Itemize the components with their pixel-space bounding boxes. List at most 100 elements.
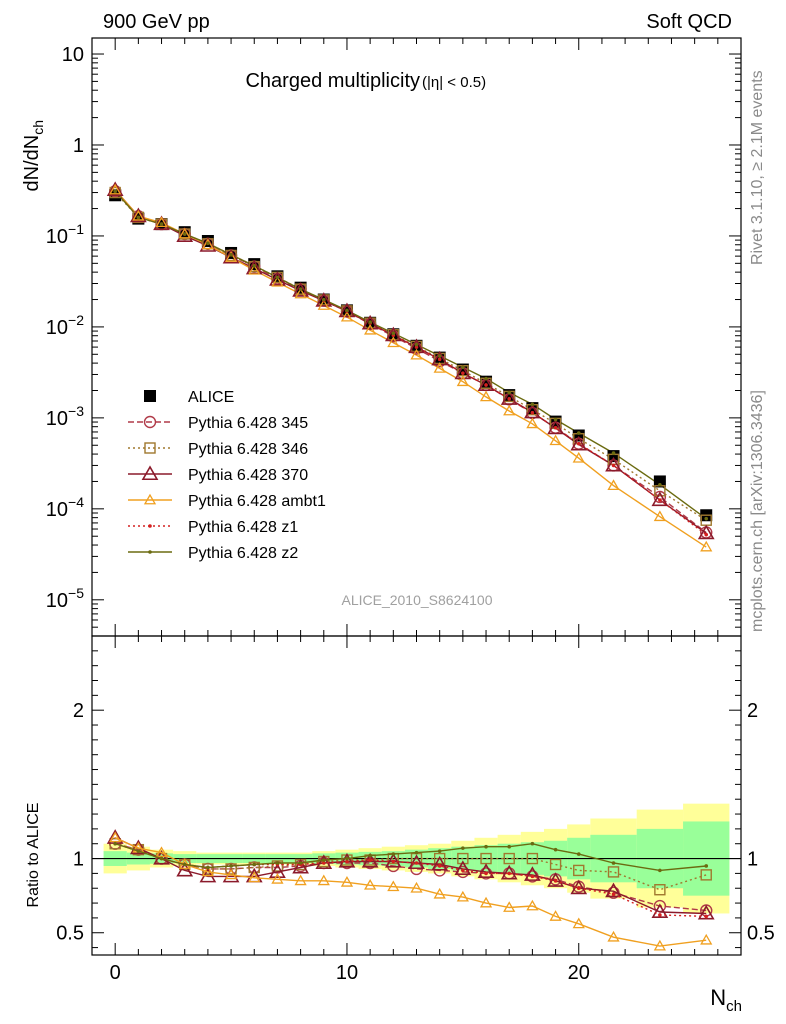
main-point-series-4-13 xyxy=(410,348,423,360)
legend-marker-1 xyxy=(143,415,157,429)
main-point-series-5-18 xyxy=(530,410,535,415)
ratio-point-series-3-14 xyxy=(433,887,446,899)
ratio-point-series-5-1 xyxy=(136,849,141,853)
main-point-series-5-21 xyxy=(611,463,616,468)
ratio-point-series-1-19 xyxy=(549,858,562,871)
ratio-point-series-1-4 xyxy=(202,863,214,875)
ratio-point-series-2-18 xyxy=(524,866,541,881)
main-y-tick-base: 10 xyxy=(46,226,68,248)
main-point-series-4-9 xyxy=(317,299,330,310)
ratio-point-series-3-19 xyxy=(549,910,562,921)
plot-title: Charged multiplicity xyxy=(245,70,420,92)
ratio-point-series-5-23 xyxy=(704,864,709,868)
ratio-point-series-5-3 xyxy=(182,862,187,867)
ratio-point-series-5-0 xyxy=(113,841,117,846)
ratio-point-series-2-23 xyxy=(697,904,715,920)
ratio-axes: 0.5 0.51 12 20 10 20 xyxy=(56,635,775,984)
main-point-series-0-21 xyxy=(607,450,620,463)
legend: ALICE Pythia 6.428 345 Pythia 6.428 346 Pyt… xyxy=(128,389,326,562)
main-point-series-4-14 xyxy=(433,362,446,373)
main-y-tick-label: 10 xyxy=(62,44,84,66)
ratio-point-series-4-14 xyxy=(437,864,442,868)
main-point-series-3-13 xyxy=(408,338,425,354)
ratio-y-tick-label-right: 0.5 xyxy=(747,923,775,945)
header-left: 900 GeV pp xyxy=(103,11,210,33)
main-point-series-4-3 xyxy=(178,227,191,239)
main-point-series-6-21 xyxy=(611,451,616,455)
ratio-y-tick-label: 0.5 xyxy=(56,923,84,945)
main-point-series-6-7 xyxy=(275,275,280,280)
main-point-series-3-22 xyxy=(651,491,669,507)
main-point-series-3-9 xyxy=(315,292,333,307)
main-point-series-4-4 xyxy=(201,238,215,250)
ratio-point-series-3-8 xyxy=(294,874,307,886)
ratio-point-series-3-16 xyxy=(479,896,493,908)
ratio-point-series-4-10 xyxy=(345,859,349,864)
ratio-point-series-2-12 xyxy=(384,852,402,868)
ratio-point-series-5-19 xyxy=(553,847,558,852)
main-point-series-4-23 xyxy=(700,540,713,552)
header-right: Soft QCD xyxy=(646,11,732,33)
main-point-series-6-4 xyxy=(206,241,210,246)
main-point-series-6-12 xyxy=(391,331,396,336)
ratio-panel: 0.5 0.51 12 20 10 20 Ratio to ALICE Nch xyxy=(25,635,775,1015)
main-point-series-5-17 xyxy=(507,397,512,401)
main-point-series-4-17 xyxy=(503,404,516,416)
main-point-series-4-16 xyxy=(479,390,493,402)
ratio-point-series-3-12 xyxy=(387,880,400,892)
main-y-tick-label: 1 xyxy=(73,135,84,157)
ratio-point-series-5-18 xyxy=(530,841,535,846)
ratio-point-series-4-13 xyxy=(414,861,419,865)
main-point-series-4-19 xyxy=(549,434,562,446)
main-point-series-3-21 xyxy=(605,456,622,472)
ratio-y-tick-label-right: 2 xyxy=(747,700,758,722)
main-point-series-4-21 xyxy=(607,479,620,491)
main-point-series-5-19 xyxy=(553,425,558,430)
legend-label-1: Pythia 6.428 345 xyxy=(188,415,308,432)
ratio-point-series-5-10 xyxy=(345,856,349,861)
main-point-series-3-23 xyxy=(697,524,715,540)
main-point-series-4-10 xyxy=(340,310,354,322)
ratio-point-series-5-21 xyxy=(611,861,616,865)
main-point-series-3-12 xyxy=(384,326,402,342)
ratio-point-series-5-5 xyxy=(229,864,233,868)
main-point-series-6-6 xyxy=(252,263,257,268)
analysis-watermark: ALICE_2010_S8624100 xyxy=(341,592,492,608)
main-point-series-3-11 xyxy=(361,314,379,330)
main-point-series-5-20 xyxy=(576,441,581,446)
ratio-point-series-1-20 xyxy=(573,864,585,877)
ratio-point-series-2-8 xyxy=(292,858,309,874)
ratio-point-series-3-5 xyxy=(224,868,238,880)
ratio-point-series-2-22 xyxy=(651,903,669,919)
ratio-point-series-2-3 xyxy=(176,861,194,877)
ratio-point-series-3-13 xyxy=(410,881,423,893)
main-point-series-4-1 xyxy=(132,209,145,221)
ratio-point-series-5-11 xyxy=(368,853,372,858)
ratio-point-series-5-17 xyxy=(507,844,512,849)
ratio-point-series-4-20 xyxy=(576,886,581,891)
legend-marker-6 xyxy=(148,550,152,554)
ratio-line-series-1 xyxy=(115,843,707,891)
main-point-series-6-15 xyxy=(461,365,465,370)
main-y-axis-label-sub: ch xyxy=(30,120,46,135)
main-point-series-5-15 xyxy=(461,371,465,375)
main-point-series-6-3 xyxy=(182,232,187,236)
ratio-line-series-0 xyxy=(115,843,707,912)
main-y-tick-exp: −3 xyxy=(68,403,84,419)
legend-marker-2 xyxy=(144,442,156,454)
ratio-point-series-2-14 xyxy=(431,855,449,871)
legend-label-5: Pythia 6.428 z1 xyxy=(188,519,298,536)
ratio-point-series-5-7 xyxy=(275,861,280,865)
ratio-point-series-3-0 xyxy=(109,831,122,843)
legend-marker-5 xyxy=(148,524,152,528)
ratio-point-series-5-9 xyxy=(321,858,326,862)
main-y-tick-label: 10−5 xyxy=(46,585,84,612)
main-y-tick-exp: −1 xyxy=(68,221,84,237)
x-tick-label: 0 xyxy=(110,962,121,984)
ratio-point-series-1-22 xyxy=(654,884,666,896)
ratio-point-series-4-16 xyxy=(484,871,488,876)
ratio-point-series-2-7 xyxy=(269,863,286,878)
x-axis-label-sub: ch xyxy=(726,998,742,1015)
